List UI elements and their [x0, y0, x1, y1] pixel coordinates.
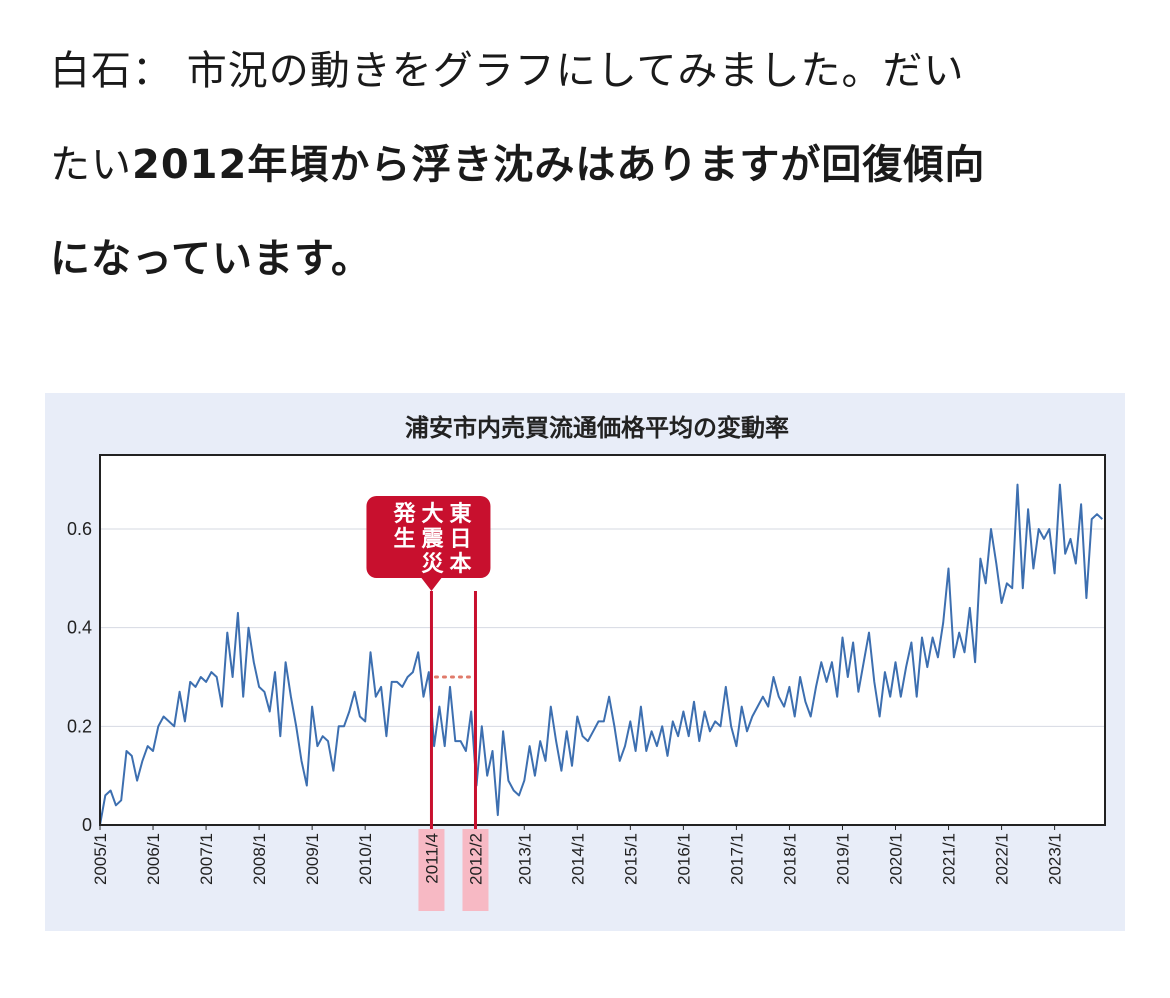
plot-frame: [99, 454, 1106, 826]
x-tick-label: 2018/1: [780, 833, 799, 885]
x-tick-label: 2022/1: [993, 833, 1012, 885]
article-line-2-prefix: たい: [50, 142, 132, 188]
article-line-1-text: 市況の動きをグラフにしてみました。だい: [186, 48, 965, 94]
x-tick-label: 2013/1: [515, 833, 534, 885]
x-tick-label: 2011/4: [422, 833, 441, 884]
x-tick-label: 2007/1: [197, 833, 216, 885]
series-line: [99, 483, 1103, 826]
x-tick-label: 2023/1: [1046, 833, 1065, 885]
event-callout-char: 災: [421, 552, 444, 577]
y-tick-label: 0.6: [67, 519, 92, 539]
x-tick-label: 2005/1: [91, 833, 110, 885]
line-chart: 浦安市内売買流通価格平均の変動率 0 0.2 0.4 0.6 2005/1 2006/1 2…: [67, 414, 1106, 911]
article-line-1: 白石： 市況の動きをグラフにしてみました。だい: [50, 24, 1130, 118]
x-tick-label: 2006/1: [144, 833, 163, 885]
plot-background: [100, 455, 1105, 825]
x-tick-label: 2009/1: [303, 833, 322, 885]
event-callout-char: 震: [421, 527, 444, 552]
x-tick-highlight: [418, 829, 445, 911]
x-tick-label: 2015/1: [621, 833, 640, 885]
event-callout-char: 日: [449, 527, 471, 552]
x-tick-label: 2017/1: [727, 833, 746, 885]
x-tick-label: 2016/1: [674, 833, 693, 885]
y-tick-label: 0.2: [67, 716, 92, 736]
chart-title: 浦安市内売買流通価格平均の変動率: [405, 414, 789, 442]
x-tick-label: 2019/1: [833, 833, 852, 885]
event-callout-char: 本: [449, 552, 471, 577]
event-callout-char: 発: [392, 502, 416, 527]
speaker-label: 白石：: [50, 48, 173, 94]
plot-area: 0 0.2 0.4 0.6 2005/1 2006/1 2007/1 2008/1 2009/1…: [67, 454, 1106, 911]
event-callout-char: 大: [421, 502, 443, 527]
article-line-3-bold: になっています。: [50, 236, 372, 282]
x-tick-label: 2012/2: [466, 833, 485, 885]
x-tick-label: 2021/1: [940, 833, 959, 885]
article-line-2-bold: 2012年頃から浮き沈みはありますが回復傾向: [132, 142, 986, 188]
event-callout-char: 東: [449, 502, 471, 527]
x-tick-label: 2008/1: [250, 833, 269, 885]
x-tick-label: 2010/1: [356, 833, 375, 885]
x-tick-label: 2020/1: [887, 833, 906, 885]
article-line-3: になっています。: [50, 212, 1130, 306]
x-tick-label: 2014/1: [568, 833, 587, 885]
y-tick-label: 0.4: [67, 618, 92, 638]
article-text: 白石： 市況の動きをグラフにしてみました。だい たい2012年頃から浮き沈みはあ…: [50, 24, 1130, 306]
x-tick-highlight: [462, 829, 489, 911]
article-line-2: たい2012年頃から浮き沈みはありますが回復傾向: [50, 118, 1130, 212]
event-callout-char: 生: [393, 527, 415, 552]
y-tick-label: 0: [82, 815, 92, 835]
chart-panel: 浦安市内売買流通価格平均の変動率 0 0.2 0.4 0.6 2005/1 2006/1 2…: [45, 393, 1125, 931]
event-callout: [366, 496, 491, 591]
